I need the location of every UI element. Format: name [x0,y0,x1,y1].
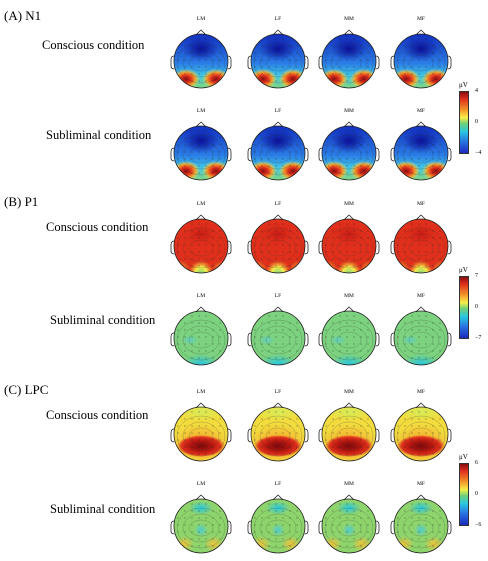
colorbar-min: −7 [475,335,482,341]
scalp-map [170,29,232,91]
electrode-label: LF [274,16,282,22]
topomap-mf: MF [390,108,452,183]
topomap-mf: MF [390,16,452,91]
electrode-label: MF [417,481,425,487]
scalp-map [247,29,309,91]
electrode-label: MM [344,108,354,114]
topomap-lf: LF [247,201,309,276]
colorbar-mid: 0 [475,491,478,497]
topomap-mf: MF [390,389,452,464]
condition-label: Conscious condition [42,38,145,52]
colorbar-unit: μV [459,453,468,461]
colorbar-max: 4 [475,88,478,94]
colorbar-gradient [459,91,469,154]
scalp-map [390,29,452,91]
colorbar-mid: 0 [475,119,478,125]
colorbar-gradient [459,276,469,339]
scalp-map [390,494,452,556]
scalp-map [390,306,452,368]
condition-label: Conscious condition [46,220,149,234]
electrode-label: MM [344,389,354,395]
topomap-mf: MF [390,481,452,556]
electrode-label: MM [344,201,354,207]
scalp-map [247,494,309,556]
topomap-lf: LF [247,481,309,556]
colorbar-mid: 0 [475,304,478,310]
topomap-lm: LM [170,389,232,464]
electrode-label: MM [344,293,354,299]
scalp-map [247,121,309,183]
electrode-label: LM [196,201,206,207]
topomap-mm: MM [318,481,380,556]
condition-label: Subliminal condition [50,313,156,327]
electrode-label: MF [417,108,425,114]
topomap-lm: LM [170,481,232,556]
topomap-lf: LF [247,389,309,464]
topomap-mm: MM [318,201,380,276]
panel-title: (C) LPC [4,382,49,397]
topomap-lm: LM [170,16,232,91]
topomap-mf: MF [390,293,452,368]
colorbar-gradient [459,463,469,526]
colorbar-min: −4 [475,150,482,156]
scalp-map [318,214,380,276]
colorbar-unit: μV [459,81,468,89]
scalp-map [247,306,309,368]
electrode-label: LF [274,201,282,207]
scalp-map [318,121,380,183]
condition-label: Conscious condition [46,408,149,422]
colorbar-max: 6 [475,460,478,466]
topomap-lf: LF [247,16,309,91]
condition-label: Subliminal condition [50,502,156,516]
electrode-label: LF [274,293,282,299]
topomap-mm: MM [318,16,380,91]
scalp-map [318,494,380,556]
scalp-map [390,121,452,183]
scalp-map [247,214,309,276]
colorbar-unit: μV [459,266,468,274]
topomap-mf: MF [390,201,452,276]
topomap-lf: LF [247,108,309,183]
topomap-lf: LF [247,293,309,368]
electrode-label: MF [417,293,425,299]
electrode-label: MF [417,201,425,207]
electrode-label: LF [274,108,282,114]
scalp-map [170,402,232,464]
electrode-label: LM [196,481,206,487]
scalp-map [247,402,309,464]
scalp-map [390,214,452,276]
colorbar-max: 7 [475,273,478,279]
topomap-lm: LM [170,108,232,183]
electrode-label: LM [196,389,206,395]
topomap-mm: MM [318,108,380,183]
electrode-label: MM [344,16,354,22]
electrode-label: MF [417,389,425,395]
electrode-label: LF [274,389,282,395]
colorbar-min: −6 [475,522,482,528]
electrode-label: LM [196,16,206,22]
scalp-map [318,29,380,91]
electrode-label: LM [196,108,206,114]
scalp-map [170,306,232,368]
electrode-label: LF [274,481,282,487]
topomap-mm: MM [318,293,380,368]
panel-title: (A) N1 [4,8,42,23]
panel-title: (B) P1 [4,194,39,209]
topomap-lm: LM [170,201,232,276]
scalp-map [318,402,380,464]
electrode-label: MF [417,16,425,22]
topomap-lm: LM [170,293,232,368]
scalp-map [170,494,232,556]
scalp-map [318,306,380,368]
electrode-label: LM [196,293,206,299]
condition-label: Subliminal condition [46,128,152,142]
topomap-mm: MM [318,389,380,464]
scalp-map [390,402,452,464]
scalp-map [170,121,232,183]
scalp-map [170,214,232,276]
electrode-label: MM [344,481,354,487]
